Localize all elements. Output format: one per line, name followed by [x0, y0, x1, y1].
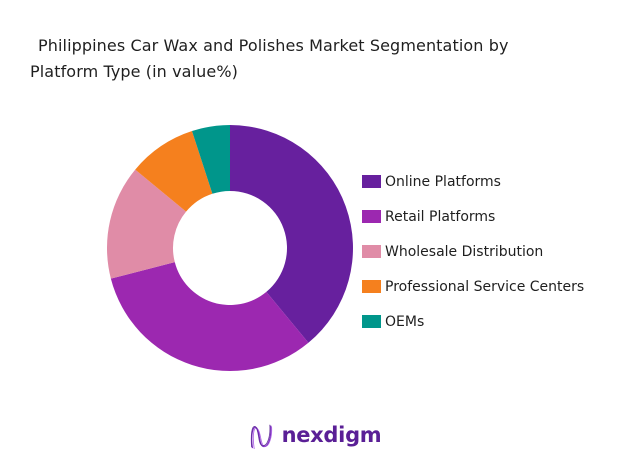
- donut-chart-svg: [106, 125, 353, 371]
- brand-name: nexdigm: [281, 422, 382, 447]
- chart-title-line-2: Platform Type (in value%): [30, 62, 238, 81]
- legend-swatch: [362, 280, 381, 293]
- donut-segment-oems: [191, 125, 230, 194]
- legend-swatch: [362, 210, 381, 223]
- donut-segment-online-platforms: [230, 125, 353, 343]
- chart-title-line-1: Philippines Car Wax and Polishes Market …: [38, 36, 509, 55]
- brand-logo: nexdigm: [0, 421, 630, 451]
- legend-item-retail-platforms: Retail Platforms: [362, 199, 584, 234]
- donut-segment-professional-service-centers: [135, 131, 213, 212]
- legend-swatch: [362, 315, 381, 328]
- donut-segment-retail-platforms: [110, 262, 309, 371]
- donut-chart: [106, 125, 353, 371]
- legend-label: Professional Service Centers: [385, 278, 585, 295]
- legend-swatch: [362, 175, 381, 188]
- legend-item-wholesale-distribution: Wholesale Distribution: [362, 234, 584, 269]
- legend-label: OEMs: [385, 313, 425, 330]
- donut-segment-wholesale-distribution: [106, 169, 187, 279]
- legend: Online Platforms Retail Platforms Wholes…: [362, 164, 584, 339]
- legend-label: Wholesale Distribution: [385, 243, 544, 260]
- legend-label: Retail Platforms: [385, 208, 496, 225]
- nexdigm-icon: [250, 424, 272, 450]
- legend-item-professional-service-centers: Professional Service Centers: [362, 269, 584, 304]
- legend-item-oems: OEMs: [362, 304, 584, 339]
- legend-swatch: [362, 245, 381, 258]
- legend-item-online-platforms: Online Platforms: [362, 164, 584, 199]
- legend-label: Online Platforms: [385, 173, 501, 190]
- chart-title: Philippines Car Wax and Polishes Market …: [30, 33, 509, 85]
